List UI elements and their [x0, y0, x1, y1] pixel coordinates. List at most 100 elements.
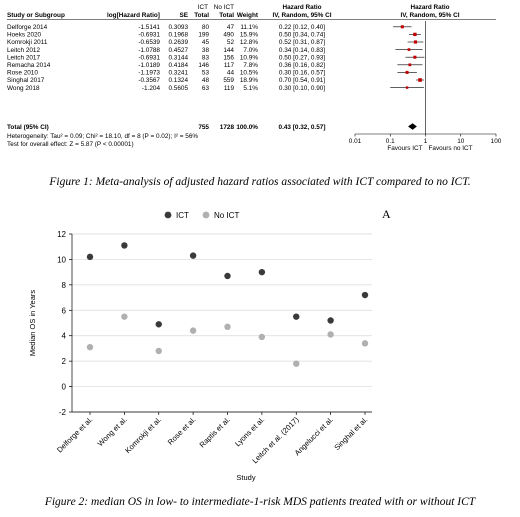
- x-tick-label: Delforge et al.: [55, 415, 94, 454]
- hr-square: [405, 86, 409, 89]
- row-weight: 10.9%: [240, 54, 258, 61]
- point-ict: [224, 272, 231, 280]
- x-tick-label: Lyons et al.: [233, 415, 266, 448]
- point-ict: [155, 321, 162, 328]
- hr-square: [418, 78, 422, 82]
- row-noict-total: 117: [224, 62, 235, 69]
- row-ci: 0.70 [0.54, 0.91]: [279, 77, 325, 84]
- legend-marker: [202, 211, 210, 219]
- row-ci: 0.36 [0.16, 0.82]: [279, 62, 325, 69]
- hr-square: [400, 25, 404, 29]
- point-ict: [293, 313, 300, 320]
- header-group-ict: ICT: [198, 4, 208, 11]
- x-tick-label: Raptis et al.: [198, 415, 232, 449]
- row-ict-total: 199: [198, 32, 209, 39]
- row-study: Hoeks 2020: [7, 32, 42, 39]
- x-tick-label: Komrokji et al.: [123, 415, 163, 455]
- row-loghr: -1.0788: [138, 47, 160, 54]
- total-weight: 100.0%: [236, 124, 258, 131]
- row-weight: 7.0%: [243, 47, 258, 54]
- y-tick-label: -2: [59, 408, 67, 417]
- y-axis-label: Median OS in Years: [28, 290, 37, 357]
- row-noict-total: 156: [223, 54, 234, 61]
- row-se: 0.1324: [168, 77, 188, 84]
- row-weight: 5.1%: [243, 85, 258, 92]
- header-ict-total: Total: [194, 12, 209, 19]
- header-hr: Hazard Ratio: [282, 4, 321, 11]
- row-ci: 0.22 [0.12, 0.40]: [279, 24, 325, 31]
- point-no-ict: [189, 327, 197, 334]
- row-noict-total: 144: [223, 47, 234, 54]
- header-study: Study or Subgroup: [7, 12, 65, 19]
- row-loghr: -0.6539: [138, 39, 160, 46]
- legend-marker: [164, 211, 172, 219]
- row-weight: 10.5%: [240, 70, 258, 77]
- row-study: Komrokji 2011: [7, 39, 48, 46]
- legend-label: No ICT: [214, 211, 239, 220]
- row-se: 0.3241: [168, 70, 188, 77]
- hr-square: [413, 32, 417, 37]
- row-ict-total: 45: [202, 39, 210, 46]
- point-no-ict: [293, 360, 300, 367]
- point-ict: [121, 242, 128, 249]
- point-ict: [189, 252, 197, 259]
- row-weight: 12.8%: [240, 39, 258, 46]
- row-ci: 0.34 [0.14, 0.83]: [279, 47, 325, 54]
- overall-effect-text: Test for overall effect: Z = 5.87 (P < 0…: [7, 141, 134, 148]
- favours-ict-label: Favours ICT: [387, 145, 422, 152]
- favours-noict-label: Favours no ICT: [429, 145, 473, 152]
- point-no-ict: [121, 313, 128, 320]
- figure-1-caption: Figure 1: Meta-analysis of adjusted haza…: [49, 176, 471, 188]
- row-weight: 11.1%: [240, 24, 258, 31]
- forest-plot: ICT No ICT Hazard Ratio Hazard Ratio Stu…: [7, 4, 502, 152]
- point-no-ict: [155, 347, 162, 355]
- x-tick-label: Singhal et al.: [332, 415, 369, 452]
- row-loghr: -0.3567: [138, 77, 160, 84]
- forest-tick-label: 0.01: [349, 138, 362, 145]
- figure-2-caption: Figure 2: median OS in low- to intermedi…: [44, 496, 476, 508]
- forest-tick-label: 0.1: [386, 138, 395, 145]
- y-tick-label: 8: [62, 281, 67, 290]
- row-noict-total: 490: [223, 32, 234, 39]
- y-tick-label: 12: [57, 230, 66, 239]
- row-study: Singhal 2017: [7, 77, 45, 84]
- header-hr-method: IV, Random, 95% CI: [272, 12, 331, 19]
- row-ci: 0.30 [0.10, 0.90]: [279, 85, 325, 92]
- row-ict-total: 53: [202, 70, 210, 77]
- row-noict-total: 44: [227, 70, 235, 77]
- point-no-ict: [258, 333, 266, 341]
- hr-square: [408, 63, 412, 67]
- total-diamond: [408, 123, 417, 130]
- total-ci: 0.43 [0.32, 0.57]: [279, 124, 326, 131]
- point-no-ict: [361, 340, 369, 347]
- header-hr-method-plot: IV, Random, 95% CI: [400, 12, 459, 19]
- row-ict-total: 80: [202, 24, 210, 31]
- y-tick-label: 10: [57, 255, 66, 264]
- row-ci: 0.50 [0.34, 0.74]: [279, 32, 325, 39]
- row-ict-total: 48: [202, 77, 210, 84]
- row-se: 0.4527: [168, 47, 188, 54]
- row-noict-total: 559: [223, 77, 234, 84]
- row-loghr: -1.5141: [138, 24, 160, 31]
- row-se: 0.3144: [168, 54, 188, 61]
- total-label: Total (95% CI): [7, 124, 49, 131]
- row-study: Leitch 2012: [7, 47, 40, 54]
- row-ict-total: 146: [198, 62, 209, 69]
- hr-square: [407, 48, 411, 51]
- x-tick-label: Wong et al.: [96, 415, 129, 448]
- panel-label: A: [382, 207, 391, 221]
- row-ci: 0.52 [0.31, 0.87]: [279, 39, 325, 46]
- x-tick-label: Rose et al.: [166, 415, 198, 447]
- row-noict-total: 47: [227, 24, 235, 31]
- point-ict: [327, 317, 334, 324]
- x-axis-label: Study: [236, 473, 255, 482]
- hr-square: [413, 40, 418, 44]
- row-se: 0.5605: [168, 85, 188, 92]
- row-ict-total: 38: [202, 47, 210, 54]
- row-weight: 18.9%: [240, 77, 258, 84]
- row-ict-total: 63: [202, 85, 210, 92]
- forest-tick-label: 10: [457, 138, 465, 145]
- row-se: 0.1968: [168, 32, 188, 39]
- header-se: SE: [179, 12, 188, 19]
